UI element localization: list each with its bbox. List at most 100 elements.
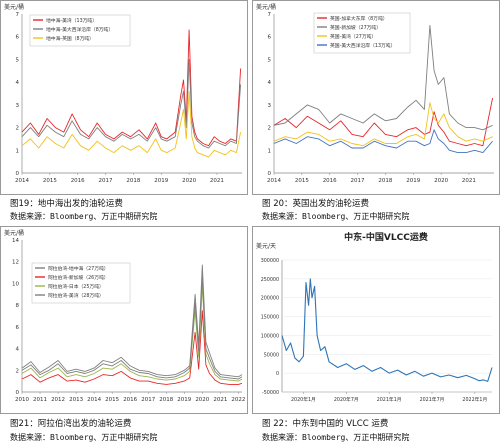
series-line-1 [21, 29, 242, 147]
y-tick-label: 1 [268, 148, 272, 154]
y-tick-label: 0 [16, 171, 20, 177]
series-line-1 [273, 97, 494, 147]
y-tick-label: 6 [16, 325, 20, 331]
legend-label: 阿拉伯湾-美湾（28万吨） [48, 292, 104, 299]
legend-label: 地中海-美大西洋沿岸（8万吨） [46, 26, 113, 33]
y-axis-label: 美元/桶 [4, 3, 24, 11]
figure-source-4: 数据来源：Bloomberg、万正中期研究院 [262, 433, 410, 442]
x-tick-label: 2016 [323, 178, 337, 184]
legend-label: 英国-美湾（27万吨） [330, 33, 376, 40]
y-axis-label: 美元/桶 [256, 3, 276, 11]
series-line-3 [273, 102, 493, 147]
figure-caption-1: 图19：地中海出发的油轮运费 [10, 199, 123, 209]
x-tick-label: 2021 [213, 397, 227, 403]
legend-box [31, 262, 131, 304]
y-tick-label: 2 [16, 126, 20, 132]
chart-svg-4: 美元/天 中东-中国VLCC运费 -50000 0 50000 100000 150000 2… [256, 231, 493, 403]
x-tick-label: 2015 [43, 178, 57, 184]
chart-panel-1: 美元/桶 0 1 2 3 4 5 6 7 2014 2015 2016 2017 2018 2019 2020… [0, 0, 248, 195]
chart-svg-1: 美元/桶 0 1 2 3 4 5 6 7 2014 2015 2016 2017 2018 2019 2020… [4, 3, 242, 184]
y-tick-label: 1 [16, 148, 20, 154]
y-tick-label: 6 [268, 35, 272, 41]
x-tick-label: 2019 [154, 178, 168, 184]
y-tick-label: 300000 [261, 258, 279, 264]
x-tick-label: 2020年7月 [334, 396, 359, 403]
figure-source-2: 数据来源：Bloomberg、万正中期研究院 [262, 212, 410, 221]
chart-frame-3 [0, 226, 248, 414]
y-tick-label: 14 [12, 238, 19, 244]
x-tick-label: 2021年7月 [420, 396, 445, 403]
series-line-4 [273, 129, 493, 154]
series-line-2 [21, 310, 243, 385]
y-tick-label: 6 [16, 35, 20, 41]
x-tick-label: 2018 [378, 178, 392, 184]
y-tick-label: 8 [16, 303, 20, 309]
y-axis-label: 美元/天 [256, 242, 276, 250]
y-tick-label: 200000 [261, 296, 279, 302]
x-tick-label: 2014 [15, 178, 29, 184]
figure-source-3: 数据来源：Bloomberg、万正中期研究院 [10, 433, 158, 442]
chart-svg-2: 美元/桶 0 1 2 3 4 5 6 7 2014 2015 2016 2017 2018 2019 2020… [256, 3, 494, 184]
series-line-2 [273, 24, 493, 131]
series-line-3 [21, 285, 243, 382]
y-tick-label: 5 [16, 57, 20, 63]
legend-label: 英国-美大西洋沿岸（13万吨） [330, 42, 395, 49]
x-tick-label: 2019 [406, 178, 420, 184]
x-tick-label: 2015 [295, 178, 309, 184]
y-tick-label: 10 [12, 281, 19, 287]
x-tick-label: 2016 [71, 178, 85, 184]
legend-label: 英国-加拿大东岸（8万吨） [330, 15, 388, 22]
x-tick-label: 2021 [210, 178, 224, 184]
y-tick-label: 3 [268, 103, 272, 109]
x-tick-label: 2020年1月 [291, 396, 316, 403]
series-line-4 [21, 276, 243, 380]
series-line-1 [281, 278, 493, 382]
figure-source-1: 数据来源：Bloomberg、万正中期研究院 [10, 212, 158, 221]
y-tick-label: 4 [268, 80, 272, 86]
legend-label: 阿拉伯湾-新加坡（26万吨） [48, 274, 109, 281]
x-tick-label: 2021年1月 [377, 396, 402, 403]
y-tick-label: 4 [16, 347, 20, 353]
legend-box [313, 12, 411, 54]
series-line-1 [21, 264, 243, 378]
figure-caption-3: 图21：阿拉伯湾出发的油轮运费 [10, 419, 132, 429]
y-tick-label: 2 [16, 368, 20, 374]
x-tick-label: 2014 [87, 397, 101, 403]
x-tick-label: 2017 [99, 178, 113, 184]
chart-title: 中东-中国VLCC运费 [344, 231, 428, 243]
y-tick-label: 4 [16, 80, 20, 86]
x-tick-label: 2018 [159, 397, 173, 403]
y-tick-label: 7 [16, 12, 20, 18]
legend-box [29, 14, 131, 47]
y-axis-label: 美元/桶 [4, 229, 24, 237]
x-tick-label: 2022 [231, 397, 245, 403]
chart-frame-1 [0, 0, 248, 195]
y-tick-label: 0 [16, 390, 20, 396]
figure-caption-4: 图 22：中东到中国的 VLCC 运费 [262, 419, 389, 429]
y-tick-label: 3 [16, 103, 20, 109]
x-tick-label: 2011 [33, 397, 47, 403]
legend-label: 阿拉伯湾-日本（25万吨） [48, 283, 104, 290]
x-tick-label: 2013 [69, 397, 83, 403]
y-tick-label: 12 [12, 260, 19, 266]
x-tick-label: 2021 [462, 178, 476, 184]
x-tick-label: 2014 [267, 178, 281, 184]
legend-label: 地中海-美湾（13万吨） [46, 17, 97, 24]
x-tick-label: 2015 [105, 397, 119, 403]
x-tick-label: 2018 [126, 178, 140, 184]
x-tick-label: 2016 [123, 397, 137, 403]
x-tick-label: 2010 [15, 397, 29, 403]
y-tick-label: 250000 [261, 277, 279, 283]
y-tick-label: 2 [268, 126, 272, 132]
y-tick-label: -50000 [262, 390, 279, 396]
chart-panel-2: 美元/桶 0 1 2 3 4 5 6 7 2014 2015 2016 2017 2018 2019 2020… [252, 0, 500, 195]
x-tick-label: 2020 [434, 178, 448, 184]
x-tick-label: 2020 [182, 178, 196, 184]
x-tick-label: 2012 [51, 397, 65, 403]
x-tick-label: 2017 [351, 178, 365, 184]
legend-label: 英国-新加坡（27万吨） [330, 24, 381, 31]
y-tick-label: 7 [268, 12, 272, 18]
chart-svg-3: 美元/桶 0 2 4 6 8 10 12 14 2010 2011 2012 2013 2014 2015 2… [4, 229, 245, 403]
y-tick-label: 150000 [261, 315, 279, 321]
chart-panel-4: 美元/天 中东-中国VLCC运费 -50000 0 50000 100000 150000 2… [252, 226, 500, 414]
